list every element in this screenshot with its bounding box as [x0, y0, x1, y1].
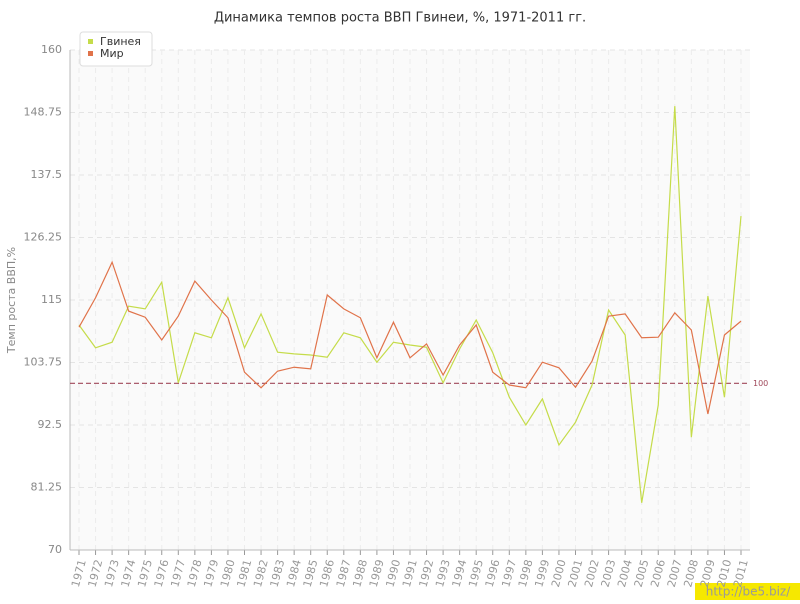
legend-swatch [88, 39, 93, 44]
y-tick-label: 137.5 [31, 168, 63, 181]
y-tick-label: 126.25 [24, 231, 63, 244]
y-tick-label: 81.25 [31, 481, 63, 494]
legend-swatch [88, 51, 93, 56]
y-tick-label: 70 [48, 543, 62, 556]
y-tick-label: 160 [41, 43, 62, 56]
series-line [78, 106, 742, 503]
y-axis-label: Темп роста ВВП,% [5, 247, 18, 354]
legend-label: Мир [100, 47, 124, 60]
legend-label: Гвинея [100, 35, 141, 48]
y-tick-label: 148.75 [24, 106, 63, 119]
y-tick-label: 115 [41, 293, 62, 306]
y-tick-label: 92.5 [38, 418, 63, 431]
chart-title: Динамика темпов роста ВВП Гвинеи, %, 197… [214, 11, 586, 26]
watermark: http://be5.biz/ [706, 585, 791, 599]
watermark-bg [695, 583, 800, 600]
series-line [78, 260, 742, 415]
legend-box [79, 31, 153, 67]
y-tick-label: 103.75 [24, 356, 63, 369]
reference-label: 100 [753, 379, 768, 388]
